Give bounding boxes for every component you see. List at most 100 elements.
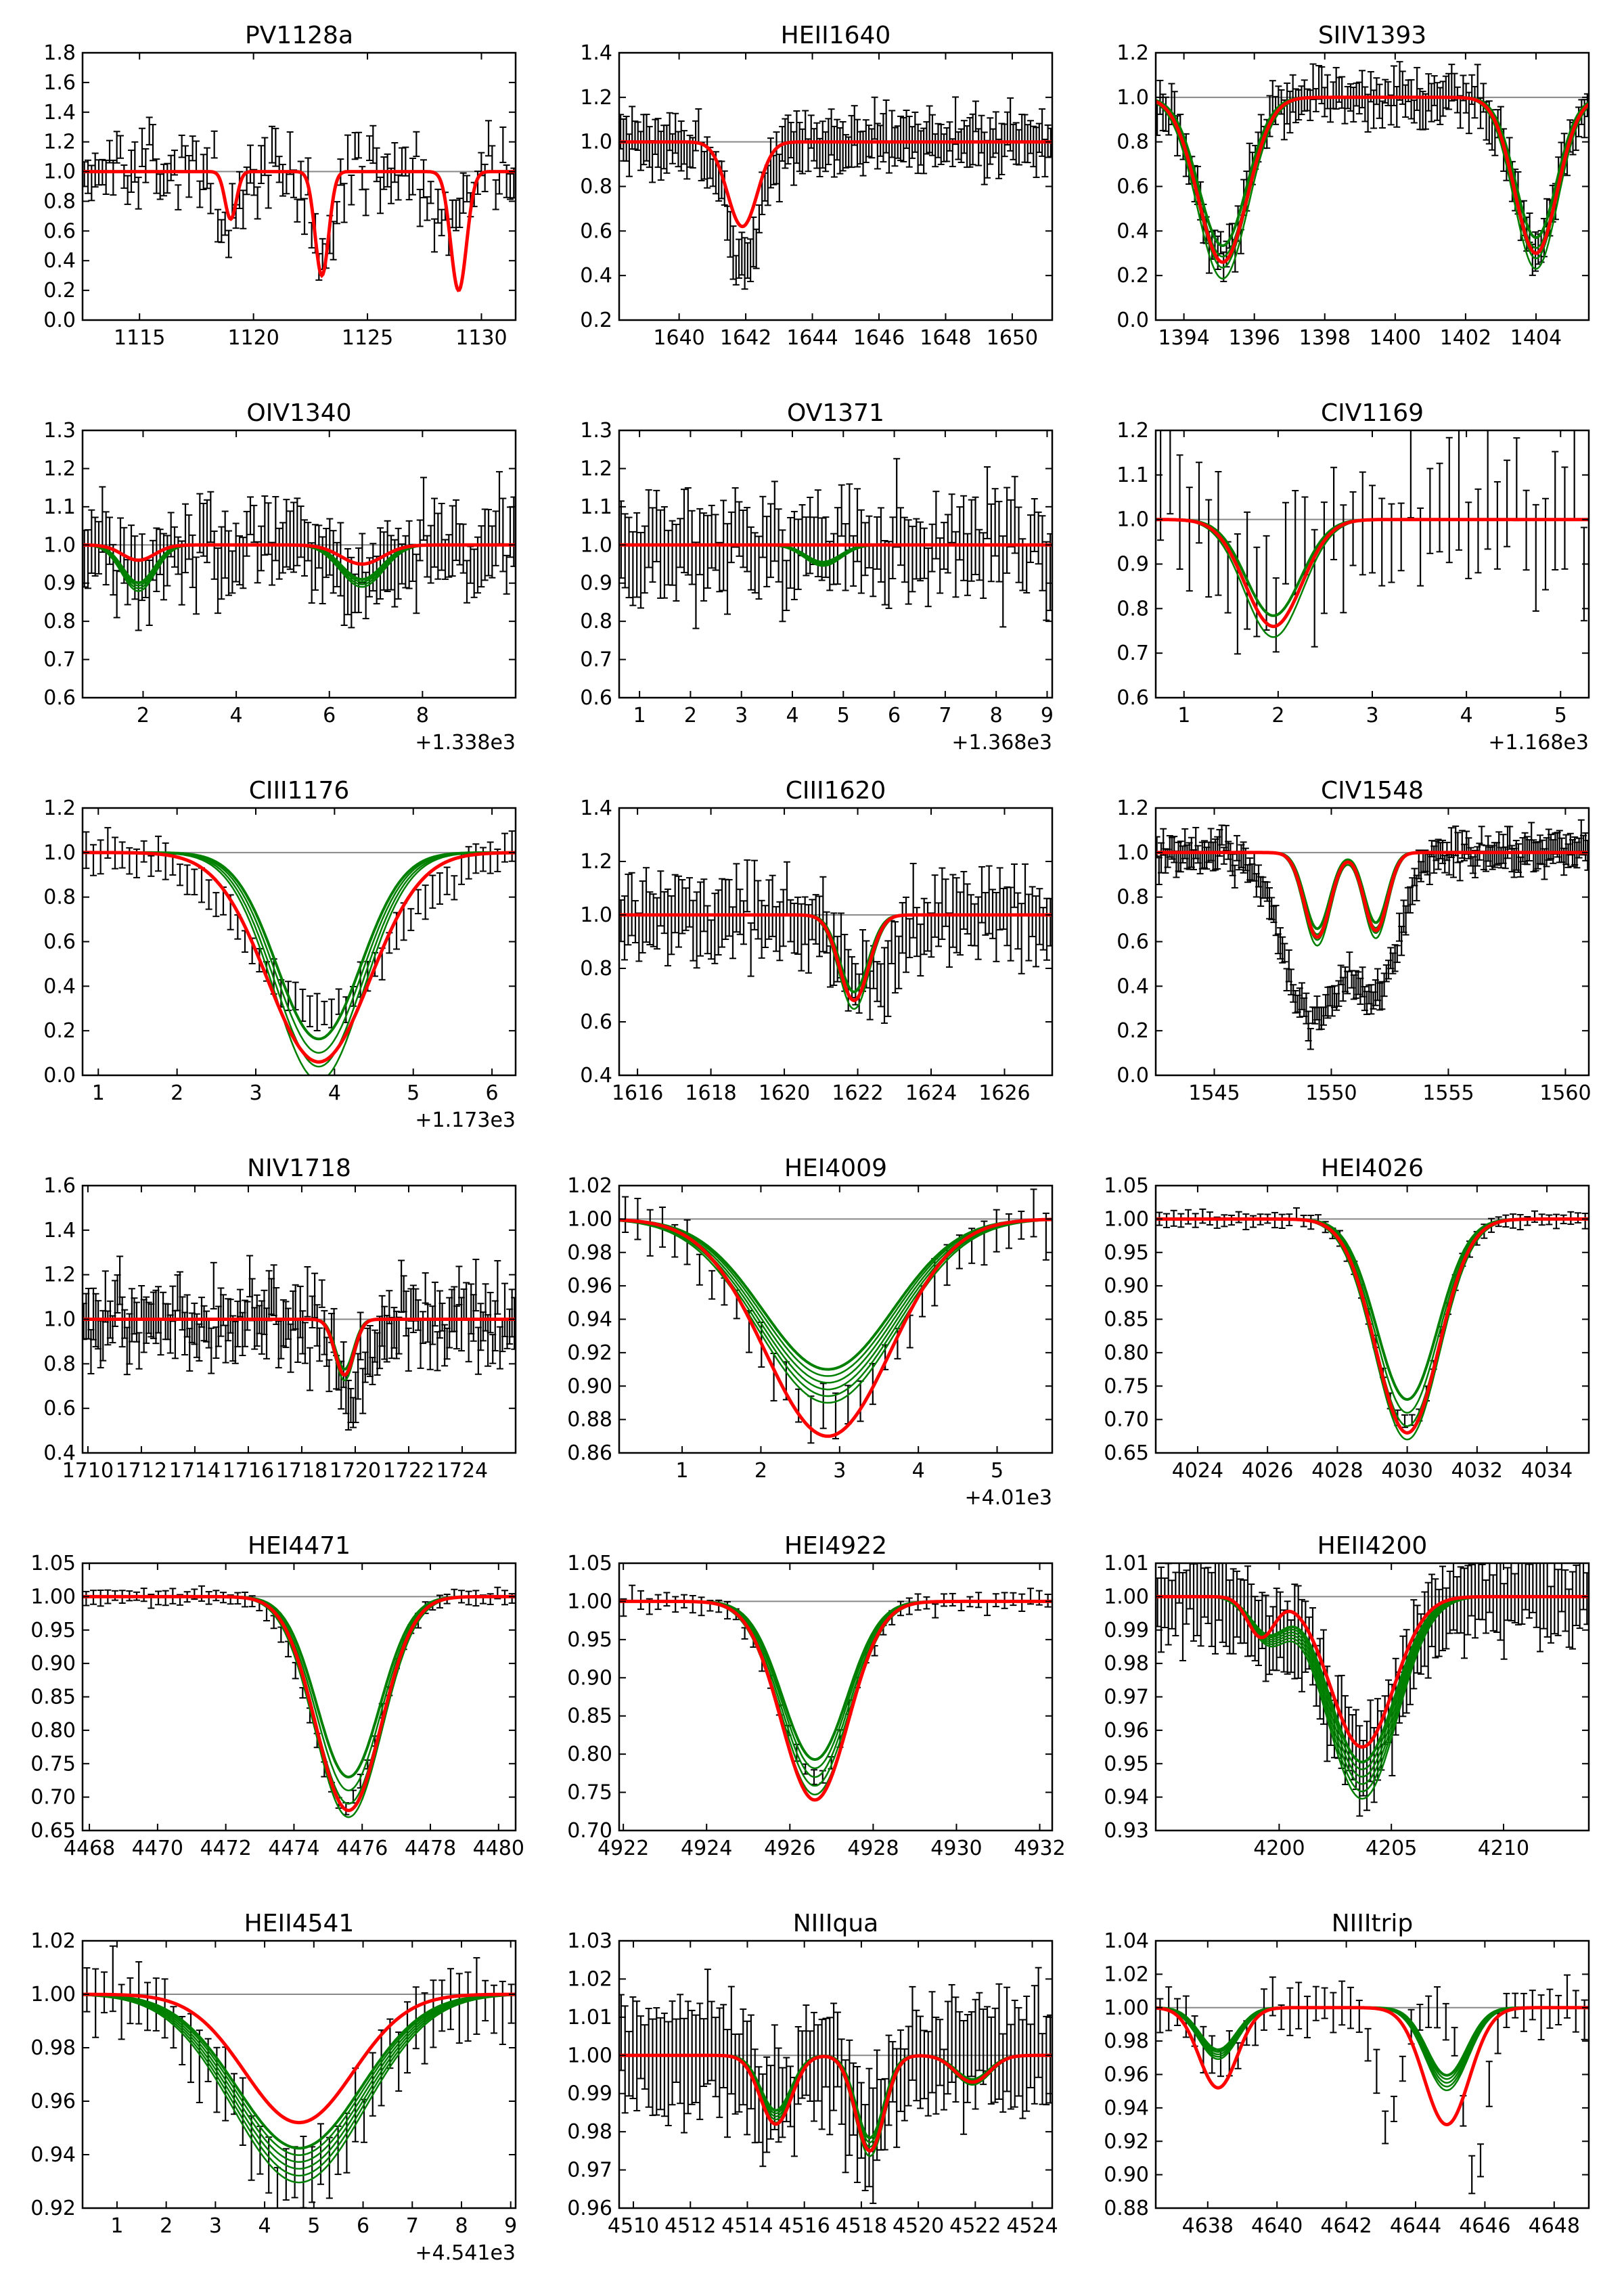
y-tick-label: 0.9 — [1116, 553, 1149, 577]
y-tick-label: 1.02 — [567, 1174, 612, 1198]
y-tick-label: 1.00 — [567, 1207, 612, 1231]
x-offset-label: +1.368e3 — [951, 731, 1052, 755]
x-tick-label: 1402 — [1440, 326, 1491, 350]
x-tick-label: 4032 — [1451, 1459, 1503, 1483]
x-tick-label: 4 — [1460, 704, 1473, 727]
panel-ciii1176: CIII1176 1 2 3 4 5 6 0.0 0.2 0.4 0.6 0.8 1.0 1.2 +1.17… — [43, 777, 517, 1132]
x-tick-label: 1 — [676, 1459, 689, 1483]
fit-line-green — [83, 1596, 516, 1791]
fit-line-green — [83, 1318, 516, 1376]
observed-data — [1156, 819, 1589, 1050]
y-tick-label: 1.0 — [580, 131, 612, 154]
fit-line-green — [619, 1219, 1052, 1404]
x-tick-label: 1404 — [1510, 326, 1562, 350]
fit-line-green — [83, 1318, 516, 1382]
y-tick-label: 1.00 — [30, 1585, 76, 1609]
x-tick-label: 2 — [171, 1081, 183, 1105]
y-tick-label: 0.6 — [43, 686, 76, 710]
y-tick-label: 0.65 — [30, 1819, 76, 1843]
x-tick-label: 1 — [633, 704, 646, 727]
y-tick-label: 1.1 — [580, 495, 612, 519]
y-tick-label: 0.0 — [43, 309, 76, 332]
y-tick-label: 0.7 — [1116, 642, 1149, 665]
x-tick-label: 1555 — [1422, 1081, 1474, 1105]
x-tick-label: 1398 — [1299, 326, 1351, 350]
x-tick-label: 2 — [1271, 704, 1284, 727]
fit-line-green — [619, 1219, 1052, 1391]
model-line-red — [83, 851, 516, 1064]
x-tick-label: 1396 — [1229, 326, 1280, 350]
y-tick-label: 1.0 — [43, 841, 76, 865]
panel-ciii1620: CIII1620 1616 1618 1620 1622 1624 1626 0.4 0.6 0.… — [580, 777, 1054, 1105]
fit-line-green — [619, 914, 1052, 1010]
panel-title: CIV1169 — [1321, 399, 1424, 427]
y-tick-label: 0.90 — [567, 1374, 612, 1398]
x-tick-label: 1650 — [987, 326, 1038, 350]
x-tick-label: 1620 — [759, 1081, 810, 1105]
panel-title: HEII1640 — [781, 22, 891, 49]
panel-title: HEI4026 — [1321, 1154, 1424, 1182]
y-tick-label: 0.86 — [567, 1441, 612, 1465]
x-tick-label: 4 — [328, 1081, 341, 1105]
y-tick-label: 0.6 — [1116, 686, 1149, 710]
model-line-red — [83, 1594, 516, 1812]
panel-title: NIV1718 — [247, 1154, 351, 1182]
axes-frame — [618, 429, 1054, 699]
y-tick-label: 0.80 — [30, 1719, 76, 1743]
y-tick-label: 0.98 — [567, 1241, 612, 1265]
panel-title: CIII1620 — [786, 777, 886, 805]
y-tick-label: 0.4 — [580, 264, 612, 288]
y-tick-label: 0.8 — [1116, 886, 1149, 910]
y-tick-label: 0.96 — [567, 1274, 612, 1298]
y-tick-label: 1.00 — [1104, 1207, 1149, 1231]
x-tick-label: 1644 — [786, 326, 838, 350]
x-tick-label: 4478 — [405, 1837, 456, 1860]
y-tick-label: 1.2 — [580, 850, 612, 874]
panel-title: CIII1176 — [249, 777, 350, 805]
y-tick-label: 0.0 — [43, 1064, 76, 1087]
y-tick-label: 0.8 — [43, 1352, 76, 1376]
y-tick-label: 0.2 — [580, 309, 612, 332]
fit-line-green — [83, 1595, 516, 1779]
axes-frame — [1154, 51, 1590, 321]
panel-ov1371: OV1371 1 2 3 4 5 6 7 8 9 0.6 0.7 0.8 0.9 1.0 1.1 1.2 1.3 +… — [580, 399, 1054, 755]
y-tick-label: 1.6 — [43, 1174, 76, 1198]
y-tick-label: 1.6 — [43, 71, 76, 95]
x-tick-label: 1400 — [1370, 326, 1421, 350]
model-line-red — [619, 140, 1052, 229]
x-tick-label: 2 — [684, 704, 697, 727]
x-tick-label: 1115 — [114, 326, 165, 350]
x-tick-label: 1120 — [227, 326, 279, 350]
y-tick-label: 0.8 — [580, 175, 612, 199]
panel-title: HEI4009 — [784, 1154, 887, 1182]
x-tick-label: 5 — [1554, 704, 1567, 727]
x-tick-label: 4024 — [1172, 1459, 1223, 1483]
x-tick-label: 4 — [786, 704, 798, 727]
x-tick-label: 1646 — [853, 326, 905, 350]
x-tick-label: 1125 — [342, 326, 393, 350]
observed-data — [619, 96, 1052, 290]
y-tick-label: 0.92 — [567, 1341, 612, 1365]
y-tick-label: 0.6 — [43, 1397, 76, 1420]
x-tick-label: 1560 — [1539, 1081, 1591, 1105]
y-tick-label: 0.6 — [580, 1010, 612, 1034]
observed-data — [1157, 430, 1587, 655]
x-tick-label: 3 — [735, 704, 748, 727]
fit-line-green — [1156, 851, 1589, 947]
observed-data — [619, 457, 1052, 629]
x-tick-label: 1710 — [62, 1459, 114, 1483]
y-tick-label: 0.2 — [43, 1019, 76, 1043]
y-tick-label: 1.0 — [43, 533, 76, 557]
model-line-red — [1156, 1217, 1589, 1435]
y-tick-label: 0.8 — [43, 610, 76, 633]
x-tick-label: 1640 — [653, 326, 704, 350]
y-tick-label: 0.80 — [1104, 1341, 1149, 1365]
x-tick-label: 6 — [486, 1081, 499, 1105]
observed-data — [83, 116, 516, 281]
panel-hei4471: HEI4471 4468 4470 4472 4474 4476 4478 4480 0.65 0… — [30, 1532, 524, 1860]
x-tick-label: 1624 — [905, 1081, 957, 1105]
observed-data — [83, 1585, 516, 1816]
x-tick-label: 3 — [249, 1081, 262, 1105]
y-tick-label: 0.4 — [43, 1441, 76, 1465]
